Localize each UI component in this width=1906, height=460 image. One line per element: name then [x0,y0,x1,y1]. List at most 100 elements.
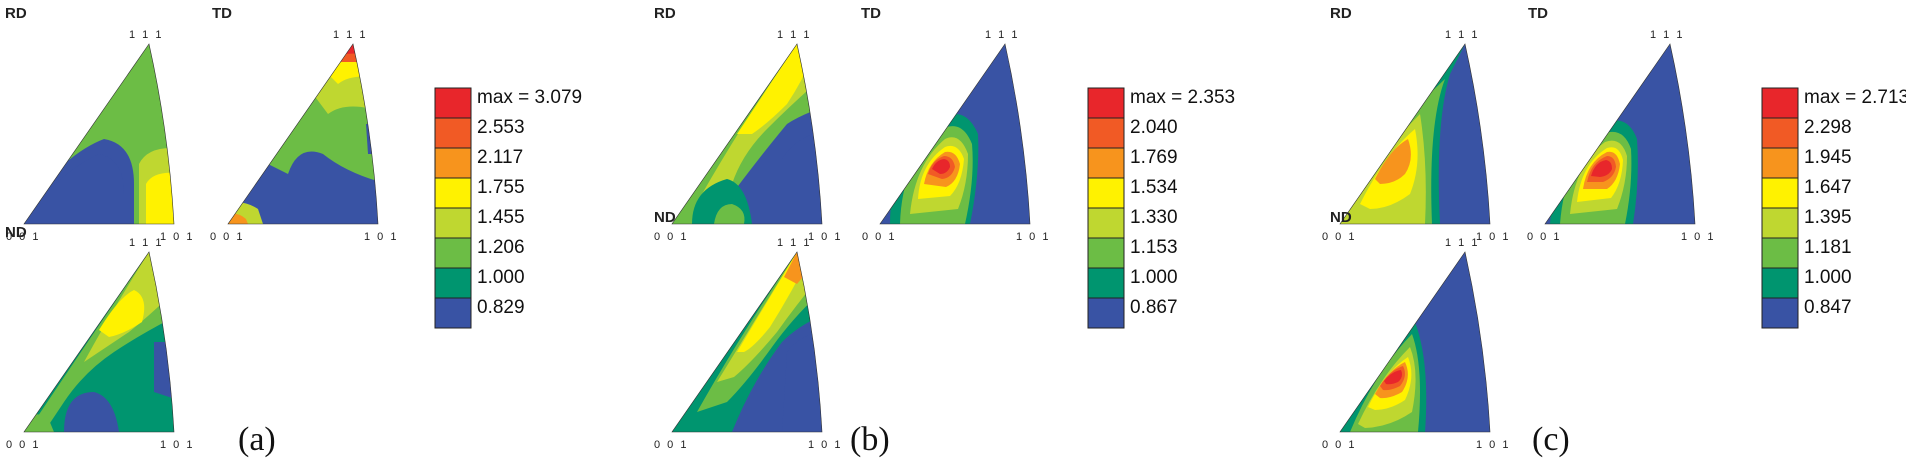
ipf-triangle-rd: 1 1 1 0 0 1 1 0 1 [654,29,842,243]
miller-left-td: 0 0 1 [210,231,244,243]
legend-value: 1.395 [1804,207,1852,228]
direction-label-td: TD [212,5,232,22]
legend-swatches [1087,87,1125,329]
miller-top-td: 1 1 1 [985,29,1019,41]
legend-swatch [1087,147,1125,179]
legend-value: 0.867 [1130,297,1178,318]
legend-labels: max = 3.079 2.553 2.117 1.755 1.455 1.20… [477,87,582,318]
legend-value: 2.040 [1130,117,1178,138]
direction-label-td: TD [861,5,881,22]
legend-value: 0.847 [1804,297,1852,318]
miller-right-td: 1 0 1 [1016,231,1050,243]
miller-left-nd: 0 0 1 [654,439,688,451]
miller-left-rd: 0 0 1 [1322,231,1356,243]
panel-a: RD 1 1 1 0 0 1 1 0 1 TD [5,5,582,458]
legend-value: 2.298 [1804,117,1852,138]
miller-top-rd: 1 1 1 [777,29,811,41]
legend-value: 1.455 [477,207,525,228]
legend-value: 1.945 [1804,147,1852,168]
legend-value: 1.769 [1130,147,1178,168]
miller-top-nd: 1 1 1 [1445,237,1479,249]
miller-right-rd: 1 0 1 [808,231,842,243]
direction-label-nd: ND [1330,209,1352,226]
legend-swatch [434,267,472,299]
legend-value: 2.553 [477,117,525,138]
ipf-triangle-nd: 1 1 1 0 0 1 1 0 1 [1322,237,1510,451]
legend-swatch [1761,117,1799,149]
direction-label-nd: ND [654,209,676,226]
legend-value: 1.534 [1130,177,1178,198]
direction-label-rd: RD [1330,5,1352,22]
legend-swatch [1761,87,1799,119]
legend-value: 0.829 [477,297,525,318]
legend-value: 1.330 [1130,207,1178,228]
miller-left-nd: 0 0 1 [6,439,40,451]
miller-right-nd: 1 0 1 [1476,439,1510,451]
legend-swatch [1761,207,1799,239]
legend-value: 1.153 [1130,237,1178,258]
legend-swatch [434,147,472,179]
panel-label-b: (b) [850,421,890,458]
legend-swatch [434,297,472,329]
legend-value: max = 2.353 [1130,87,1235,108]
legend-swatch [434,117,472,149]
ipf-triangle-td: 1 1 1 0 0 1 1 0 1 [210,29,396,243]
miller-right-nd: 1 0 1 [160,439,194,451]
legend-swatch [1087,177,1125,209]
miller-right-td: 1 0 1 [1681,231,1715,243]
legend-value: max = 2.713 [1804,87,1906,108]
legend-value: 1.000 [477,267,525,288]
legend-labels: max = 2.713 2.298 1.945 1.647 1.395 1.18… [1804,87,1906,318]
legend-labels: max = 2.353 2.040 1.769 1.534 1.330 1.15… [1130,87,1235,318]
miller-top-rd: 1 1 1 [129,29,163,41]
legend-value: 2.117 [477,147,523,168]
legend-swatch [1087,297,1125,329]
miller-left-nd: 0 0 1 [1322,439,1356,451]
legend-swatches [434,87,472,329]
miller-top-td: 1 1 1 [1650,29,1684,41]
panel-c: RD 1 1 1 0 0 1 1 0 1 TD [1322,5,1906,458]
miller-left-rd: 0 0 1 [654,231,688,243]
panel-label-c: (c) [1532,421,1570,458]
miller-top-nd: 1 1 1 [777,237,811,249]
legend-swatch [1087,237,1125,269]
legend-swatch [1761,147,1799,179]
direction-label-nd: ND [5,224,27,241]
direction-label-rd: RD [5,5,27,22]
miller-left-td: 0 0 1 [1527,231,1561,243]
legend-swatch [1087,207,1125,239]
miller-right-nd: 1 0 1 [808,439,842,451]
legend-swatch [1087,87,1125,119]
ipf-triangle-nd: 1 1 1 0 0 1 1 0 1 [654,237,842,451]
legend-value: max = 3.079 [477,87,582,108]
direction-label-rd: RD [654,5,676,22]
direction-label-td: TD [1528,5,1548,22]
legend-swatch [434,207,472,239]
legend-b: max = 2.353 2.040 1.769 1.534 1.330 1.15… [1087,87,1235,329]
miller-top-rd: 1 1 1 [1445,29,1479,41]
legend-swatch [1761,237,1799,269]
miller-top-nd: 1 1 1 [129,237,163,249]
miller-right-rd: 1 0 1 [160,231,194,243]
ipf-triangle-nd: 1 1 1 0 0 1 1 0 1 [6,237,194,451]
legend-swatches [1761,87,1799,329]
panel-label-a: (a) [238,421,276,458]
ipf-triangle-td: 1 1 1 0 0 1 1 0 1 [862,29,1050,243]
legend-a: max = 3.079 2.553 2.117 1.755 1.455 1.20… [434,87,582,329]
legend-swatch [1761,267,1799,299]
legend-swatch [1761,177,1799,209]
legend-value: 1.647 [1804,177,1852,198]
legend-value: 1.000 [1130,267,1178,288]
legend-swatch [1087,117,1125,149]
ipf-triangle-td: 1 1 1 0 0 1 1 0 1 [1527,29,1715,243]
legend-value: 1.000 [1804,267,1852,288]
legend-swatch [1761,297,1799,329]
miller-left-rd: 0 0 1 [6,231,40,243]
legend-value: 1.206 [477,237,525,258]
legend-swatch [434,87,472,119]
panel-b: RD 1 1 1 0 0 1 1 0 1 TD [654,5,1235,458]
legend-swatch [434,177,472,209]
legend-swatch [1087,267,1125,299]
miller-top-td: 1 1 1 [333,29,367,41]
